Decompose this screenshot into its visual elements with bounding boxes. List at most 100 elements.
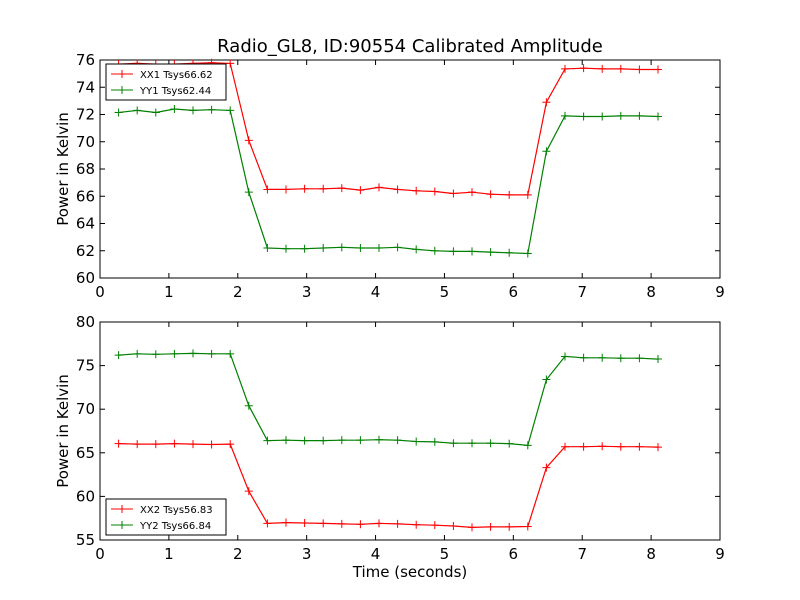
data-point-top-0-15 bbox=[393, 185, 402, 194]
data-point-top-0-8 bbox=[263, 185, 272, 194]
data-point-top-0-26 bbox=[598, 64, 607, 73]
legend-box-top bbox=[105, 63, 227, 101]
x-tick-label-top-1: 1 bbox=[164, 283, 174, 301]
data-point-bottom-1-20 bbox=[486, 439, 495, 448]
data-point-bottom-1-25 bbox=[579, 353, 588, 362]
legend-label-xx2: XX2 Tsys56.83 bbox=[140, 505, 213, 516]
data-point-top-1-24 bbox=[561, 111, 569, 120]
data-point-bottom-1-10 bbox=[300, 436, 309, 445]
data-point-bottom-0-17 bbox=[430, 521, 439, 530]
x-tick-label-top-8: 8 bbox=[646, 283, 656, 301]
data-point-top-1-10 bbox=[300, 244, 309, 253]
data-point-bottom-1-28 bbox=[635, 354, 644, 363]
y-tick-label-top-6: 72 bbox=[76, 106, 95, 124]
legend-marker-xx1 bbox=[118, 70, 126, 78]
data-point-bottom-0-10 bbox=[300, 518, 309, 527]
data-point-top-1-22 bbox=[523, 249, 532, 258]
data-point-top-1-20 bbox=[486, 248, 495, 257]
data-point-bottom-0-13 bbox=[356, 520, 365, 529]
data-point-top-1-9 bbox=[282, 244, 290, 253]
data-point-bottom-0-3 bbox=[170, 439, 179, 448]
x-tick-label-bottom-8: 8 bbox=[646, 545, 656, 563]
data-point-bottom-0-5 bbox=[207, 440, 216, 449]
x-tick-label-bottom-9: 9 bbox=[715, 545, 725, 563]
data-point-bottom-1-17 bbox=[430, 437, 439, 446]
data-point-top-1-6 bbox=[226, 106, 235, 115]
legend-label-yy2: YY2 Tsys66.84 bbox=[139, 521, 211, 532]
x-tick-label-bottom-1: 1 bbox=[164, 545, 174, 563]
data-point-top-1-15 bbox=[393, 243, 402, 252]
data-point-bottom-0-4 bbox=[189, 440, 197, 449]
data-point-top-0-21 bbox=[505, 190, 514, 199]
data-point-top-0-27 bbox=[616, 64, 625, 73]
data-point-top-0-24 bbox=[561, 64, 569, 73]
data-point-top-0-11 bbox=[319, 184, 328, 193]
data-point-top-0-7 bbox=[244, 136, 253, 145]
data-point-bottom-1-8 bbox=[263, 436, 272, 445]
data-point-bottom-1-0 bbox=[114, 351, 123, 360]
y-tick-label-bottom-0: 55 bbox=[76, 531, 95, 549]
data-point-top-0-13 bbox=[356, 186, 365, 195]
legend-marker-yy1 bbox=[118, 86, 126, 94]
data-point-bottom-1-23 bbox=[542, 375, 551, 384]
data-point-top-1-23 bbox=[542, 147, 551, 156]
data-point-bottom-0-29 bbox=[654, 443, 662, 452]
data-point-top-0-19 bbox=[468, 188, 476, 197]
y-tick-label-bottom-5: 80 bbox=[76, 313, 95, 331]
data-point-top-1-8 bbox=[263, 244, 272, 253]
data-point-bottom-0-20 bbox=[486, 522, 495, 531]
data-point-top-1-11 bbox=[319, 244, 328, 253]
data-point-top-0-12 bbox=[337, 184, 346, 193]
data-point-top-1-21 bbox=[505, 248, 514, 257]
data-point-top-0-17 bbox=[430, 187, 439, 196]
y-tick-label-bottom-2: 65 bbox=[76, 444, 95, 462]
legend-bottom: XX2 Tsys56.83 YY2 Tsys66.84 bbox=[105, 498, 227, 536]
data-point-bottom-1-19 bbox=[468, 439, 476, 448]
x-tick-label-top-9: 9 bbox=[715, 283, 725, 301]
data-point-bottom-0-27 bbox=[616, 442, 625, 451]
data-point-bottom-1-11 bbox=[319, 436, 328, 445]
x-tick-label-top-6: 6 bbox=[509, 283, 519, 301]
data-point-bottom-1-21 bbox=[505, 439, 514, 448]
chart-top: Radio_GL8, ID:90554 Calibrated Amplitude… bbox=[54, 36, 725, 301]
data-point-bottom-1-15 bbox=[393, 436, 402, 445]
data-point-top-0-28 bbox=[635, 65, 644, 74]
data-point-top-0-25 bbox=[579, 64, 588, 73]
data-point-bottom-1-18 bbox=[449, 439, 458, 448]
data-point-top-1-13 bbox=[356, 244, 365, 253]
data-point-bottom-1-1 bbox=[133, 349, 142, 358]
x-tick-label-top-0: 0 bbox=[95, 283, 105, 301]
data-point-bottom-0-1 bbox=[133, 440, 142, 449]
data-point-bottom-1-12 bbox=[337, 436, 346, 445]
data-point-bottom-0-8 bbox=[263, 519, 272, 528]
data-point-bottom-0-0 bbox=[114, 439, 123, 448]
data-point-bottom-1-4 bbox=[189, 349, 197, 358]
data-point-top-1-17 bbox=[430, 246, 439, 255]
data-point-bottom-1-14 bbox=[375, 435, 383, 444]
y-tick-label-top-4: 68 bbox=[76, 160, 95, 178]
data-point-top-1-5 bbox=[207, 105, 216, 114]
y-tick-label-top-1: 62 bbox=[76, 242, 95, 260]
x-tick-label-top-2: 2 bbox=[233, 283, 243, 301]
data-point-top-1-29 bbox=[654, 112, 662, 121]
data-point-top-1-28 bbox=[635, 111, 644, 120]
y-tick-label-bottom-1: 60 bbox=[76, 487, 95, 505]
data-point-top-0-18 bbox=[449, 189, 458, 198]
data-point-bottom-1-27 bbox=[616, 354, 625, 363]
data-point-top-1-27 bbox=[616, 111, 625, 120]
legend-label-yy1: YY1 Tsys62.44 bbox=[139, 86, 211, 97]
data-point-top-1-18 bbox=[449, 247, 458, 256]
data-point-top-1-14 bbox=[375, 244, 383, 253]
data-point-bottom-0-16 bbox=[412, 520, 421, 529]
data-point-bottom-0-6 bbox=[226, 440, 235, 449]
data-point-bottom-0-12 bbox=[337, 519, 346, 528]
data-point-bottom-1-16 bbox=[412, 437, 421, 446]
data-point-bottom-0-21 bbox=[505, 522, 514, 531]
plot-content-top: 0 1 2 3 4 5 6 7 8 9 60 62 64 66 68 70 72 74 76 bbox=[76, 51, 725, 301]
data-point-top-0-22 bbox=[523, 190, 532, 199]
data-point-top-1-25 bbox=[579, 112, 588, 121]
data-point-bottom-0-15 bbox=[393, 519, 402, 528]
data-point-top-1-12 bbox=[337, 243, 346, 252]
data-point-top-0-10 bbox=[300, 184, 309, 193]
